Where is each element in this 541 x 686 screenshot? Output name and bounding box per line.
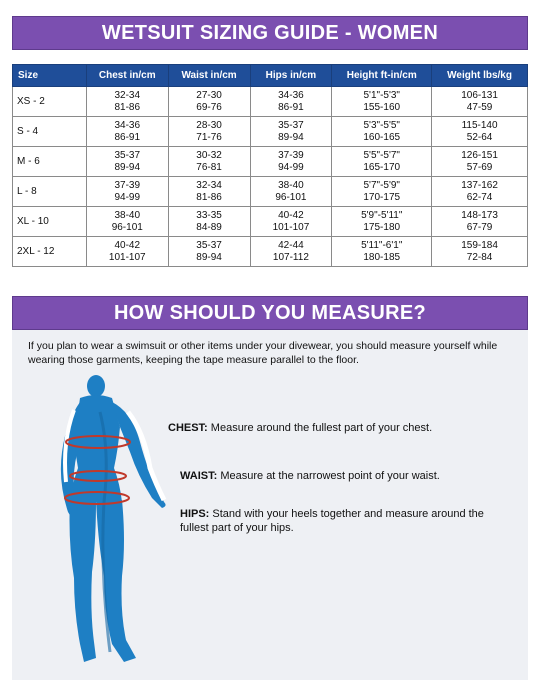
weight-cell: 126-151 57-69 <box>431 146 528 177</box>
size-cell: XL - 10 <box>12 206 87 237</box>
measure-intro-text: If you plan to wear a swimsuit or other … <box>28 340 498 366</box>
height-cell: 5'11"-6'1" 180-185 <box>331 236 433 267</box>
chest-cell: 35-37 89-94 <box>85 146 169 177</box>
table-row: XL - 10 38-40 96-101 33-35 84-89 40-42 101-… <box>12 206 528 237</box>
waist-label: WAIST: <box>180 470 218 482</box>
chest-cell: 34-36 86-91 <box>85 116 169 147</box>
column-header-hips: Hips in/cm <box>249 64 333 87</box>
hips-cell: 35-37 89-94 <box>249 116 333 147</box>
waist-cell: 27-30 69-76 <box>167 86 251 117</box>
size-cell: L - 8 <box>12 176 87 207</box>
height-cell: 5'1"-5'3" 155-160 <box>331 86 433 117</box>
column-header-size: Size <box>12 64 87 87</box>
table-row: L - 8 37-39 94-99 32-34 81-86 38-40 96-101 … <box>12 176 528 207</box>
height-cell: 5'3"-5'5" 160-165 <box>331 116 433 147</box>
table-row: 2XL - 12 40-42 101-107 35-37 89-94 42-44 10… <box>12 236 528 267</box>
hips-cell: 38-40 96-101 <box>249 176 333 207</box>
column-header-height: Height ft-in/cm <box>331 64 433 87</box>
table-row: XS - 2 32-34 81-86 27-30 69-76 34-36 86-91 … <box>12 86 528 117</box>
chest-cell: 37-39 94-99 <box>85 176 169 207</box>
size-cell: 2XL - 12 <box>12 236 87 267</box>
table-row: S - 4 34-36 86-91 28-30 71-76 35-37 89-94 5… <box>12 116 528 147</box>
weight-cell: 106-131 47-59 <box>431 86 528 117</box>
waist-cell: 30-32 76-81 <box>167 146 251 177</box>
hips-label: HIPS: <box>180 508 210 520</box>
hips-cell: 40-42 101-107 <box>249 206 333 237</box>
wetsuit-figure-illustration <box>60 375 167 662</box>
size-cell: S - 4 <box>12 116 87 147</box>
hips-text: Stand with your heels together and measu… <box>180 508 484 534</box>
column-header-chest: Chest in/cm <box>85 64 169 87</box>
weight-cell: 159-184 72-84 <box>431 236 528 267</box>
chest-text: Measure around the fullest part of your … <box>207 422 433 434</box>
size-table: Size Chest in/cm Waist in/cm Hips in/cm … <box>12 64 528 267</box>
size-cell: M - 6 <box>12 146 87 177</box>
hips-cell: 34-36 86-91 <box>249 86 333 117</box>
size-cell: XS - 2 <box>12 86 87 117</box>
waist-cell: 32-34 81-86 <box>167 176 251 207</box>
waist-text: Measure at the narrowest point of your w… <box>217 470 440 482</box>
weight-cell: 148-173 67-79 <box>431 206 528 237</box>
sizing-guide-title: WETSUIT SIZING GUIDE - WOMEN <box>12 16 528 50</box>
hips-cell: 37-39 94-99 <box>249 146 333 177</box>
hips-instruction: HIPS: Stand with your heels together and… <box>180 507 500 535</box>
height-cell: 5'9"-5'11" 175-180 <box>331 206 433 237</box>
height-cell: 5'5"-5'7" 165-170 <box>331 146 433 177</box>
table-row: M - 6 35-37 89-94 30-32 76-81 37-39 94-99 5… <box>12 146 528 177</box>
waist-instruction: WAIST: Measure at the narrowest point of… <box>180 469 510 483</box>
column-header-weight: Weight lbs/kg <box>431 64 528 87</box>
weight-cell: 137-162 62-74 <box>431 176 528 207</box>
waist-cell: 33-35 84-89 <box>167 206 251 237</box>
chest-cell: 32-34 81-86 <box>85 86 169 117</box>
chest-cell: 40-42 101-107 <box>85 236 169 267</box>
waist-cell: 28-30 71-76 <box>167 116 251 147</box>
measure-section-title: HOW SHOULD YOU MEASURE? <box>12 296 528 330</box>
chest-cell: 38-40 96-101 <box>85 206 169 237</box>
height-cell: 5'7"-5'9" 170-175 <box>331 176 433 207</box>
weight-cell: 115-140 52-64 <box>431 116 528 147</box>
hips-cell: 42-44 107-112 <box>249 236 333 267</box>
waist-cell: 35-37 89-94 <box>167 236 251 267</box>
chest-instruction: CHEST: Measure around the fullest part o… <box>168 421 508 435</box>
chest-label: CHEST: <box>168 422 208 434</box>
column-header-waist: Waist in/cm <box>167 64 251 87</box>
table-header-row: Size Chest in/cm Waist in/cm Hips in/cm … <box>12 64 528 87</box>
